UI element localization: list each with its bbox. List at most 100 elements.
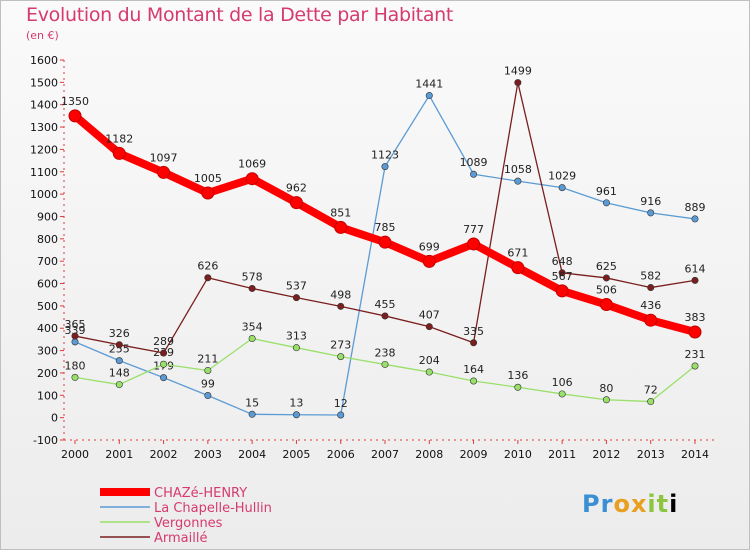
y-tick-label: 400	[37, 322, 58, 335]
y-tick-label: 800	[37, 233, 58, 246]
data-point	[381, 163, 389, 171]
data-label: 354	[242, 321, 263, 334]
data-point	[337, 302, 345, 310]
data-label: 699	[419, 240, 440, 253]
data-label: 582	[640, 270, 661, 283]
x-tick-label: 2008	[415, 448, 443, 461]
logo-letter: i	[669, 490, 679, 518]
data-point	[204, 366, 212, 374]
data-label: 578	[242, 270, 263, 283]
x-tick-label: 2005	[282, 448, 310, 461]
data-label: 1005	[194, 172, 222, 185]
data-point	[337, 411, 345, 419]
data-point	[71, 332, 79, 340]
data-point	[289, 196, 303, 210]
data-label: 1029	[548, 170, 576, 183]
data-label: 326	[109, 327, 130, 340]
data-point	[599, 298, 613, 312]
data-point	[691, 362, 699, 370]
data-point	[334, 220, 348, 234]
logo-letter: o	[613, 490, 631, 518]
data-label: 164	[463, 363, 484, 376]
data-point	[381, 312, 389, 320]
data-point	[602, 199, 610, 207]
y-tick-label: 1100	[30, 166, 58, 179]
x-tick-label: 2012	[592, 448, 620, 461]
data-label: 626	[197, 260, 218, 273]
data-point	[647, 398, 655, 406]
data-point	[245, 172, 259, 186]
data-point	[647, 209, 655, 217]
y-tick-label: 200	[37, 367, 58, 380]
y-tick-label: 100	[37, 389, 58, 402]
data-label: 567	[552, 270, 573, 283]
data-point	[292, 344, 300, 352]
data-label: 625	[596, 260, 617, 273]
legend-label: CHAZé-HENRY	[154, 486, 247, 501]
data-label: 204	[419, 354, 440, 367]
data-label: 962	[286, 182, 307, 195]
data-label: 13	[289, 397, 303, 410]
data-point	[71, 373, 79, 381]
data-label: 12	[334, 397, 348, 410]
y-tick-label: -100	[33, 434, 58, 447]
data-label: 72	[644, 384, 658, 397]
data-label: 671	[507, 247, 528, 260]
y-tick-label: 1200	[30, 143, 58, 156]
data-point	[422, 254, 436, 268]
data-label: 136	[507, 369, 528, 382]
data-label: 1069	[238, 158, 266, 171]
x-tick-label: 2003	[194, 448, 222, 461]
y-tick-label: 0	[51, 412, 58, 425]
data-point	[555, 284, 569, 298]
data-point	[425, 323, 433, 331]
data-point	[115, 341, 123, 349]
data-label: 851	[330, 206, 351, 219]
data-point	[514, 177, 522, 185]
data-point	[425, 92, 433, 100]
logo-letter: x	[630, 490, 648, 518]
x-tick-label: 2000	[61, 448, 89, 461]
data-point	[691, 276, 699, 284]
data-label: 1350	[61, 95, 89, 108]
legend-label: Armaillé	[154, 531, 207, 546]
data-point	[470, 339, 478, 347]
data-label: 211	[197, 352, 218, 365]
data-label: 238	[375, 346, 396, 359]
data-point	[425, 368, 433, 376]
data-label: 335	[463, 325, 484, 338]
data-label: 407	[419, 309, 440, 322]
data-label: 648	[552, 255, 573, 268]
data-label: 289	[153, 335, 174, 348]
data-point	[514, 79, 522, 87]
y-tick-label: 500	[37, 300, 58, 313]
data-point	[71, 338, 79, 346]
logo-letter: r	[600, 490, 614, 518]
data-label: 383	[685, 311, 706, 324]
data-point	[112, 146, 126, 160]
data-label: 15	[245, 396, 259, 409]
data-point	[470, 170, 478, 178]
data-point	[378, 235, 392, 249]
data-label: 1097	[150, 151, 178, 164]
data-point	[602, 396, 610, 404]
data-point	[647, 284, 655, 292]
x-tick-label: 2002	[150, 448, 178, 461]
data-label: 339	[65, 324, 86, 337]
logo-letter: i	[647, 490, 657, 518]
data-point	[558, 269, 566, 277]
x-tick-label: 2007	[371, 448, 399, 461]
data-point	[337, 353, 345, 361]
data-point	[511, 261, 525, 275]
data-label: 106	[552, 376, 573, 389]
data-point	[602, 274, 610, 282]
chart-title: Evolution du Montant de la Dette par Hab…	[26, 4, 454, 26]
data-label: 506	[596, 284, 617, 297]
y-tick-label: 1300	[30, 121, 58, 134]
data-label: 916	[640, 195, 661, 208]
data-label: 436	[640, 299, 661, 312]
y-tick-label: 1400	[30, 99, 58, 112]
data-label: 1182	[105, 132, 133, 145]
chart-subtitle: (en €)	[26, 29, 59, 42]
